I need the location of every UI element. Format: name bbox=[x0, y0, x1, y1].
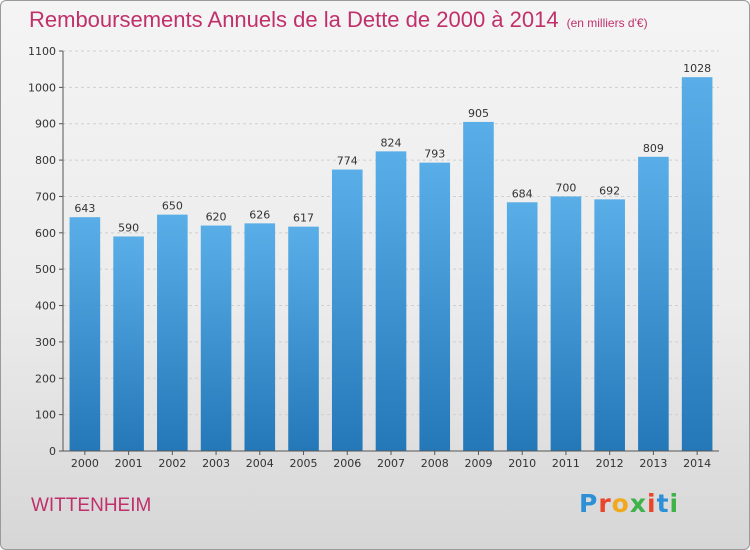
x-tick-label-2010: 2010 bbox=[508, 457, 536, 470]
logo-letter: t bbox=[656, 489, 670, 518]
value-label-2012: 692 bbox=[599, 184, 620, 197]
value-label-2003: 620 bbox=[206, 211, 227, 224]
y-tick-label: 600 bbox=[35, 227, 56, 240]
x-tick-label-2009: 2009 bbox=[464, 457, 492, 470]
y-tick-label: 700 bbox=[35, 190, 56, 203]
x-tick-label-2014: 2014 bbox=[683, 457, 711, 470]
value-label-2014: 1028 bbox=[683, 62, 711, 75]
chart-subtitle: (en milliers d'€) bbox=[566, 16, 648, 30]
bar-2005[interactable] bbox=[288, 226, 319, 451]
value-label-2005: 617 bbox=[293, 212, 314, 225]
logo-letter: r bbox=[598, 489, 612, 518]
bar-2012[interactable] bbox=[594, 199, 625, 451]
x-tick-label-2000: 2000 bbox=[71, 457, 99, 470]
bar-2003[interactable] bbox=[200, 225, 232, 451]
x-tick-label-2013: 2013 bbox=[639, 457, 667, 470]
value-label-2004: 626 bbox=[249, 208, 270, 221]
y-tick-label: 200 bbox=[35, 372, 56, 385]
y-tick-label: 0 bbox=[49, 445, 56, 458]
bar-2000[interactable] bbox=[69, 217, 101, 451]
y-tick-label: 500 bbox=[35, 263, 56, 276]
x-tick-label-2003: 2003 bbox=[202, 457, 230, 470]
bar-2011[interactable] bbox=[550, 196, 582, 451]
labels: 0 100 200 300 400 500 600 700 800 900 1000 1100 643 2… bbox=[28, 45, 711, 470]
bar-2013[interactable] bbox=[638, 156, 669, 451]
logo-letter: x bbox=[629, 489, 647, 518]
x-tick-label-2007: 2007 bbox=[377, 457, 405, 470]
value-label-2011: 700 bbox=[555, 181, 576, 194]
value-label-2013: 809 bbox=[643, 142, 664, 155]
value-label-2001: 590 bbox=[118, 221, 139, 234]
x-tick-label-2001: 2001 bbox=[115, 457, 143, 470]
logo-letter: i bbox=[669, 489, 680, 518]
value-label-2002: 650 bbox=[162, 200, 183, 213]
proxiti-logo[interactable]: Proxiti bbox=[579, 489, 679, 518]
city-name: WITTENHEIM bbox=[31, 495, 152, 516]
bar-2008[interactable] bbox=[419, 162, 451, 452]
logo-letter: i bbox=[647, 489, 657, 518]
value-label-2007: 824 bbox=[381, 136, 402, 149]
logo-letter: o bbox=[611, 489, 630, 518]
bar-2001[interactable] bbox=[113, 236, 144, 451]
y-tick-label: 800 bbox=[35, 154, 56, 167]
bar-2014[interactable] bbox=[681, 77, 713, 451]
y-tick-label: 400 bbox=[35, 300, 56, 313]
x-tick-label-2004: 2004 bbox=[246, 457, 274, 470]
bar-2009[interactable] bbox=[463, 121, 494, 451]
chart-title-block: Remboursements Annuels de la Dette de 20… bbox=[29, 7, 648, 33]
logo-letter: P bbox=[579, 489, 599, 518]
value-label-2010: 684 bbox=[512, 187, 533, 200]
bar-2002[interactable] bbox=[157, 214, 188, 451]
x-tick-label-2002: 2002 bbox=[158, 457, 186, 470]
bar-2007[interactable] bbox=[375, 151, 407, 451]
y-tick-label: 100 bbox=[35, 409, 56, 422]
x-tick-label-2011: 2011 bbox=[552, 457, 580, 470]
value-label-2006: 774 bbox=[337, 155, 358, 168]
value-label-2000: 643 bbox=[74, 202, 95, 215]
x-tick-label-2008: 2008 bbox=[421, 457, 449, 470]
bar-2004[interactable] bbox=[244, 223, 276, 451]
x-tick-label-2006: 2006 bbox=[333, 457, 361, 470]
bar-2006[interactable] bbox=[331, 169, 363, 451]
y-tick-label: 1100 bbox=[28, 45, 56, 58]
y-tick-label: 900 bbox=[35, 118, 56, 131]
y-tick-label: 1000 bbox=[28, 81, 56, 94]
value-label-2008: 793 bbox=[424, 148, 445, 161]
x-tick-label-2005: 2005 bbox=[290, 457, 318, 470]
bar-2010[interactable] bbox=[506, 202, 538, 451]
y-tick-label: 300 bbox=[35, 336, 56, 349]
chart-title: Remboursements Annuels de la Dette de 20… bbox=[29, 7, 559, 32]
value-label-2009: 905 bbox=[468, 107, 489, 120]
bars bbox=[69, 77, 713, 452]
x-tick-label-2012: 2012 bbox=[596, 457, 624, 470]
axes bbox=[59, 50, 719, 455]
